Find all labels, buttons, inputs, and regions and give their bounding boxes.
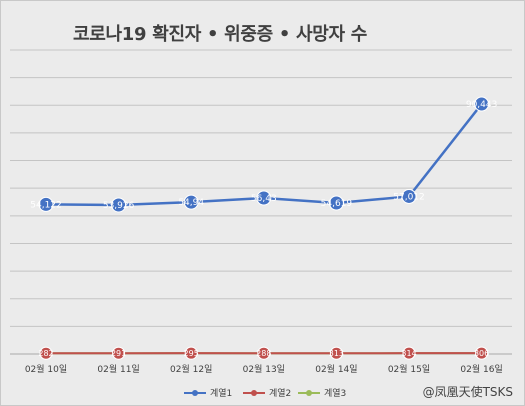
legend-entry-label: 계열1 (210, 387, 232, 399)
legend-swatch-marker (192, 390, 198, 396)
series-3-data-label: 306 (474, 349, 489, 358)
series-1-point (328, 195, 344, 211)
series-1-point (38, 196, 54, 212)
weibo-credit: @凤凰天使TSKS (422, 385, 513, 399)
x-tick-label: 02월 16일 (460, 363, 502, 375)
series-1-data-label: 57,012 (393, 192, 425, 202)
series-1-data-label: 90,443 (466, 100, 498, 110)
legend-entry-label: 계열3 (324, 387, 346, 399)
x-tick-label: 02월 12일 (170, 363, 212, 375)
legend-swatch-marker (251, 390, 257, 396)
series-2-point (257, 346, 271, 360)
x-tick-label: 02월 13일 (243, 363, 285, 375)
series-1-point (111, 197, 127, 213)
series-1-point (401, 188, 417, 204)
x-tick-label: 02월 11일 (97, 363, 139, 375)
series-2-point (402, 346, 416, 360)
series-2-point (39, 346, 53, 360)
series-3-data-label: 282 (38, 349, 53, 358)
series-1-data-label: 54,94 (178, 198, 204, 208)
series-2-point (475, 346, 489, 360)
series-3-data-label: 314 (401, 349, 416, 358)
series-2-point (184, 346, 198, 360)
series-2-point (112, 346, 126, 360)
series-line-1 (45, 103, 483, 207)
series-2-point (329, 346, 343, 360)
x-tick-label: 02월 15일 (388, 363, 430, 375)
legend-swatch-marker (306, 390, 312, 396)
series-1-data-label: 53,926 (103, 201, 135, 211)
x-tick-label: 02월 10일 (25, 363, 67, 375)
chart-title: 코로나19 확진자 • 위중증 • 사망자 수 (73, 24, 368, 45)
series-1-point (183, 194, 199, 210)
series-1-data-label: 54,122 (30, 200, 62, 210)
series-1-point (256, 190, 272, 206)
x-tick-label: 02월 14일 (315, 363, 357, 375)
series-3-data-label: 295 (184, 349, 199, 358)
series-3-data-label: 313 (329, 349, 344, 358)
series-3-data-label: 291 (111, 349, 126, 358)
series-1-point (474, 96, 490, 112)
series-1-data-label: 54,619 (321, 199, 353, 209)
series-3-data-label: 288 (256, 349, 271, 358)
series-1-data-label: 56,43 (251, 194, 277, 204)
legend-entry-label: 계열2 (269, 387, 291, 399)
